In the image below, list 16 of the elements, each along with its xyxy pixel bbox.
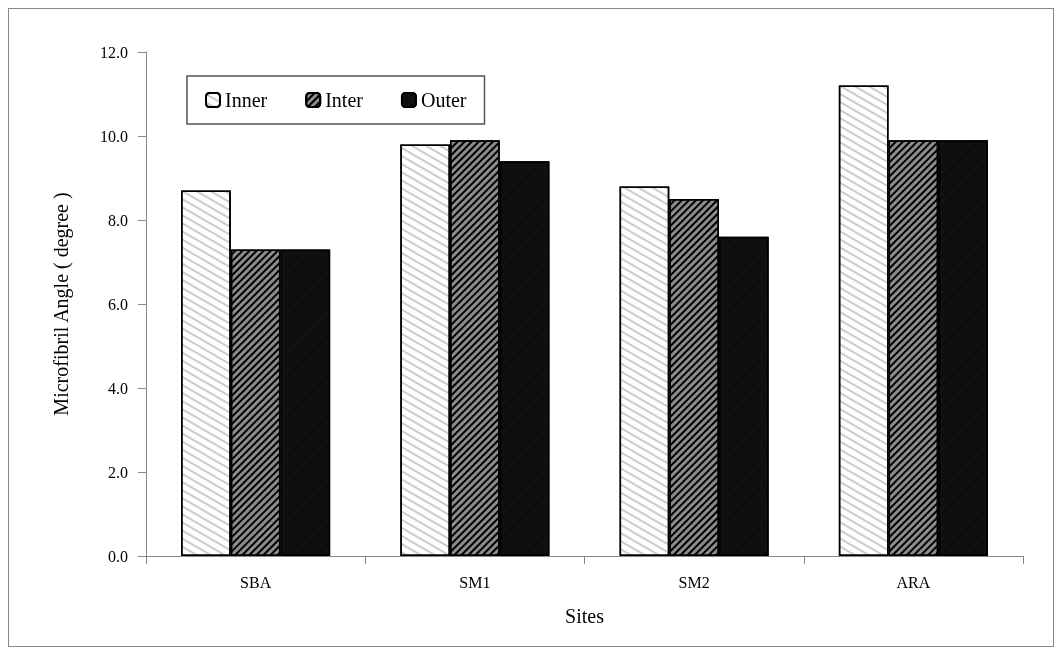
legend-label: Inter bbox=[325, 89, 364, 111]
x-tick-label: SM1 bbox=[459, 573, 491, 591]
y-tick-label: 12.0 bbox=[100, 43, 128, 61]
y-tick-label: 10.0 bbox=[100, 127, 128, 145]
y-tick-label: 8.0 bbox=[108, 211, 128, 229]
y-axis-title: Microfibril Angle ( degree ) bbox=[50, 192, 73, 416]
legend-label: Outer bbox=[420, 89, 467, 111]
y-tick-label: 0.0 bbox=[108, 547, 128, 565]
x-axis-title: Sites bbox=[565, 605, 605, 627]
legend-label: Inner bbox=[225, 89, 268, 111]
y-tick-label: 2.0 bbox=[108, 463, 128, 481]
x-tick-label: ARA bbox=[896, 573, 931, 591]
x-tick-label: SBA bbox=[240, 573, 272, 591]
y-tick-label: 6.0 bbox=[108, 295, 128, 313]
y-tick-label: 4.0 bbox=[108, 379, 128, 397]
x-tick-label: SM2 bbox=[678, 573, 710, 591]
